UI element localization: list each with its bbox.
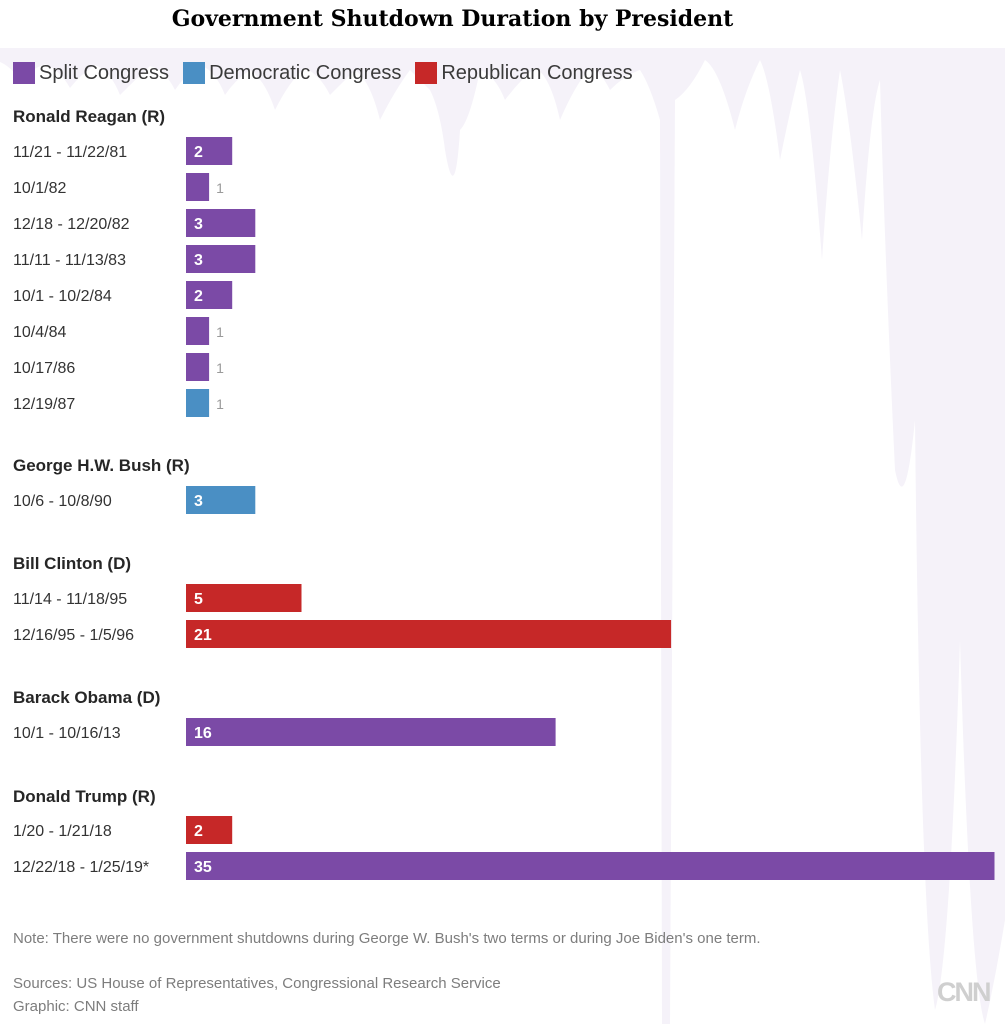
value-label: 5 [194,591,203,608]
footer-note: Note: There were no government shutdowns… [13,930,761,947]
bar [186,852,995,880]
president-label: Ronald Reagan (R) [13,107,165,126]
date-label: 10/17/86 [13,360,75,377]
bar [186,389,210,417]
value-label: 1 [216,180,224,196]
value-label: 2 [194,823,203,840]
legend-swatch-democratic [183,62,206,84]
bar [186,486,256,514]
bar [186,209,256,237]
bar [186,137,233,165]
date-label: 10/1/82 [13,180,66,197]
date-label: 1/20 - 1/21/18 [13,823,112,840]
date-label: 10/6 - 10/8/90 [13,493,112,510]
bar [186,816,233,844]
legend-swatch-republican [415,62,438,84]
chart-title: Government Shutdown Duration by Presiden… [171,6,734,32]
date-label: 10/4/84 [13,324,66,341]
bar [186,317,210,345]
legend-item-democratic: Democratic Congress [183,62,401,85]
value-label: 2 [194,288,203,305]
legend: Split Congress Democratic Congress Repub… [13,60,647,86]
legend-label-republican: Republican Congress [441,61,633,84]
legend-item-split: Split Congress [13,62,169,85]
legend-item-republican: Republican Congress [415,61,633,85]
president-label: Bill Clinton (D) [13,554,131,573]
footer-sources: Sources: US House of Representatives, Co… [13,975,501,992]
footer-graphic: Graphic: CNN staff [13,998,139,1015]
value-label: 3 [194,216,203,233]
date-label: 11/21 - 11/22/81 [13,144,127,161]
value-label: 3 [194,252,203,269]
value-label: 21 [194,627,212,644]
date-label: 12/22/18 - 1/25/19* [13,859,149,876]
date-label: 11/11 - 11/13/83 [13,252,126,269]
value-label: 1 [216,360,224,376]
date-label: 10/1 - 10/2/84 [13,288,112,305]
bar [186,281,233,309]
date-label: 10/1 - 10/16/13 [13,725,121,742]
value-label: 1 [216,396,224,412]
bar [186,620,672,648]
value-label: 16 [194,725,212,742]
value-label: 2 [194,144,203,161]
legend-label-democratic: Democratic Congress [209,61,402,84]
bar [186,245,256,273]
cnn-logo: CNN [937,977,991,1007]
president-label: Donald Trump (R) [13,787,156,806]
bar [186,584,302,612]
date-label: 12/18 - 12/20/82 [13,216,130,233]
value-label: 1 [216,324,224,340]
value-label: 3 [194,493,203,510]
bar [186,718,556,746]
legend-label-split: Split Congress [39,61,170,84]
bar [186,353,210,381]
president-label: Barack Obama (D) [13,688,160,707]
legend-swatch-split [13,62,35,84]
value-label: 35 [194,859,212,876]
bar [186,173,210,201]
date-label: 11/14 - 11/18/95 [13,591,127,608]
date-label: 12/16/95 - 1/5/96 [13,627,134,644]
president-label: George H.W. Bush (R) [13,456,190,475]
date-label: 12/19/87 [13,396,75,413]
